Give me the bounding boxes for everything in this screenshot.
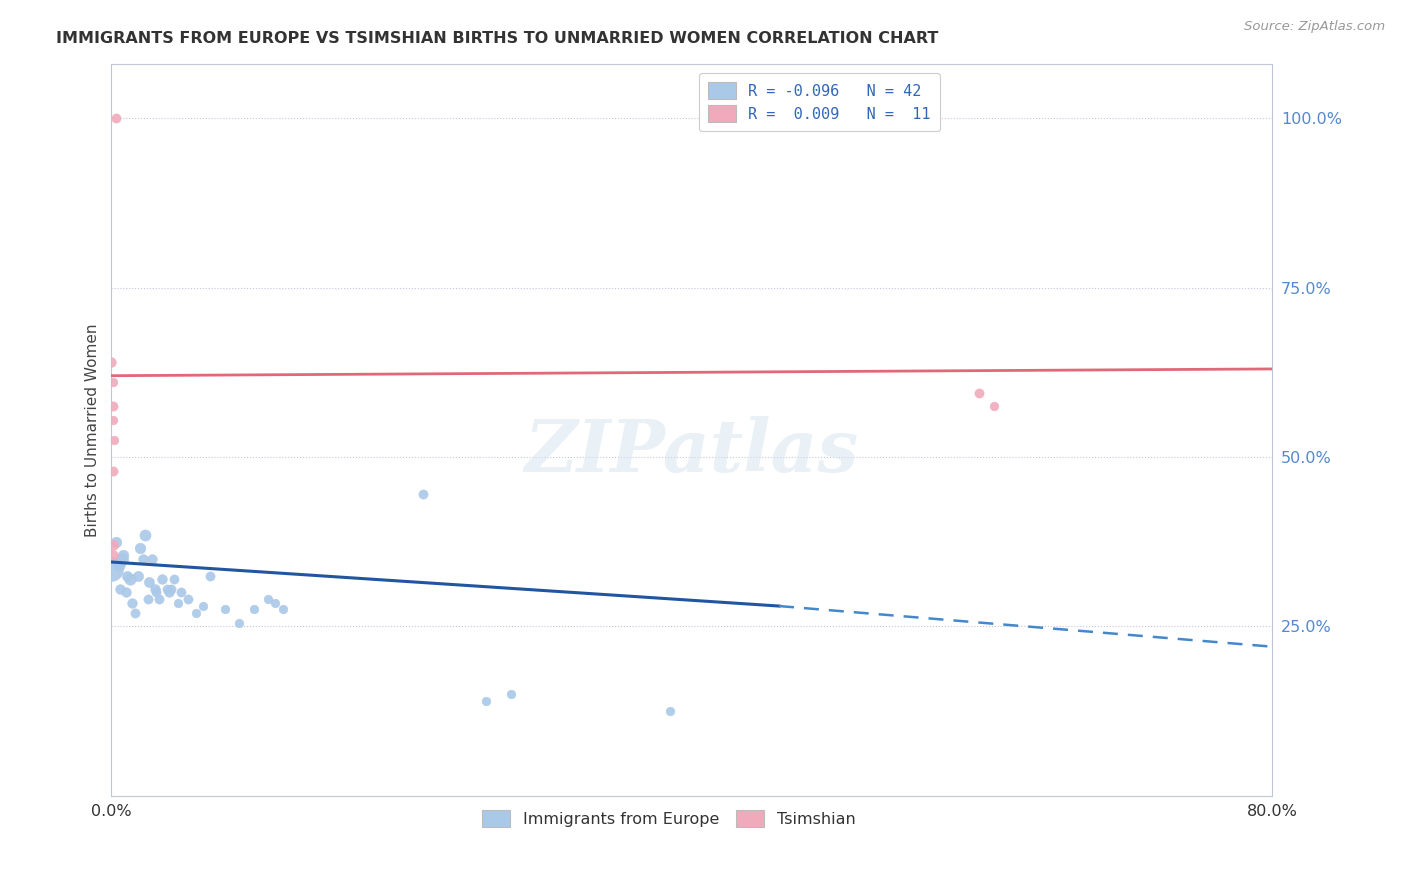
Point [228,615,250,630]
Point [101,413,124,427]
Point [117,568,139,582]
Point [111,548,134,562]
Point [214,602,236,616]
Point [475,694,498,708]
Text: ZIPatlas: ZIPatlas [524,417,859,487]
Point [104,112,127,126]
Legend: Immigrants from Europe, Tsimshian: Immigrants from Europe, Tsimshian [474,802,863,835]
Point [167,596,190,610]
Point [108,582,131,596]
Point [198,568,221,582]
Point [138,575,160,590]
Point [103,433,125,447]
Point [163,572,186,586]
Point [659,704,682,718]
Point [177,592,200,607]
Point [155,582,177,596]
Point [100,355,122,369]
Point [136,592,159,607]
Point [242,602,264,616]
Point [100,562,122,576]
Point [107,558,129,573]
Point [969,385,991,400]
Point [124,606,146,620]
Point [121,596,143,610]
Point [412,487,434,501]
Point [191,599,214,613]
Point [127,568,149,582]
Point [132,551,155,566]
Point [264,596,287,610]
Point [110,551,132,566]
Point [134,528,156,542]
Point [160,582,183,596]
Point [143,582,166,596]
Point [101,538,124,552]
Point [115,585,138,599]
Y-axis label: Births to Unmarried Women: Births to Unmarried Women [86,323,100,537]
Text: IMMIGRANTS FROM EUROPE VS TSIMSHIAN BIRTHS TO UNMARRIED WOMEN CORRELATION CHART: IMMIGRANTS FROM EUROPE VS TSIMSHIAN BIRT… [56,31,939,46]
Point [257,592,280,607]
Point [499,687,522,701]
Point [101,376,124,390]
Point [184,606,207,620]
Point [159,585,181,599]
Point [145,585,167,599]
Point [129,541,152,556]
Point [101,548,124,562]
Point [983,399,1005,413]
Point [141,551,163,566]
Point [148,592,170,607]
Point [120,572,142,586]
Point [271,602,294,616]
Point [170,585,193,599]
Point [101,464,124,478]
Text: Source: ZipAtlas.com: Source: ZipAtlas.com [1244,20,1385,33]
Point [104,534,127,549]
Point [101,399,124,413]
Point [150,572,173,586]
